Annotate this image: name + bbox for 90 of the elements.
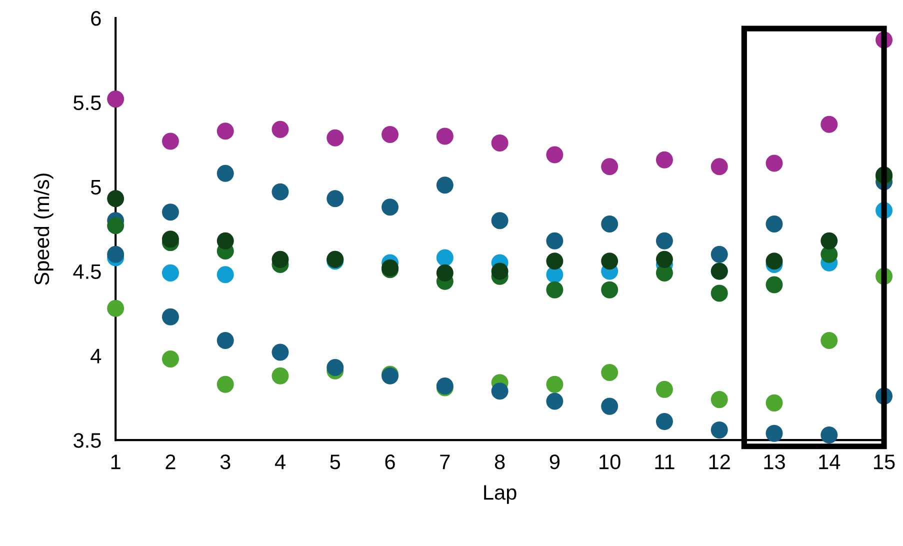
x-axis-title: Lap — [484, 485, 516, 504]
point — [710, 158, 728, 176]
point — [436, 249, 454, 266]
y-tick-label: 5 — [90, 180, 101, 195]
point — [656, 250, 673, 268]
point — [162, 308, 179, 326]
y-tick-label: 5.5 — [74, 96, 101, 110]
point — [491, 212, 508, 230]
point — [107, 90, 124, 108]
point — [216, 232, 234, 250]
point — [326, 129, 344, 146]
x-tick-label: 13 — [764, 454, 785, 470]
y-tick-label: 3.5 — [74, 433, 101, 448]
point — [710, 421, 728, 438]
point — [491, 382, 508, 400]
point — [601, 158, 618, 176]
point — [272, 344, 289, 361]
point — [382, 198, 399, 216]
point — [326, 358, 344, 376]
point — [601, 215, 618, 232]
x-tick-label: 12 — [709, 454, 730, 470]
point — [820, 232, 838, 250]
x-tick-label: 7 — [440, 454, 450, 470]
point — [107, 217, 124, 234]
point — [656, 380, 673, 398]
y-tick-label: 4 — [90, 348, 102, 364]
point — [272, 250, 289, 268]
point — [656, 413, 673, 430]
point — [436, 176, 454, 194]
point — [382, 126, 399, 144]
x-tick-label: 6 — [385, 454, 395, 470]
point — [491, 134, 508, 152]
point — [216, 164, 234, 182]
point — [766, 394, 783, 412]
x-tick-label: 4 — [274, 454, 286, 470]
point — [710, 246, 728, 263]
x-tick-label: 2 — [166, 454, 176, 470]
point — [710, 284, 728, 302]
point — [601, 281, 618, 298]
x-tick-label: 1 — [111, 454, 120, 470]
point — [820, 426, 838, 444]
point — [656, 151, 673, 168]
point — [710, 391, 728, 408]
x-tick-label: 9 — [550, 454, 560, 470]
point — [546, 392, 564, 410]
y-axis-title: Speed (m/s) — [34, 174, 54, 285]
point — [766, 215, 783, 232]
point — [162, 204, 179, 221]
point — [546, 281, 564, 298]
x-tick-label: 11 — [655, 454, 674, 470]
x-tick-label: 14 — [819, 454, 840, 470]
point — [491, 262, 508, 280]
point — [326, 190, 344, 208]
point — [820, 116, 838, 133]
x-tick-label: 10 — [600, 454, 620, 470]
x-tick-label: 5 — [330, 454, 340, 470]
point — [766, 276, 783, 294]
point — [272, 367, 289, 384]
point — [766, 252, 783, 270]
point — [216, 122, 234, 140]
point — [436, 128, 454, 145]
point — [216, 376, 234, 393]
point — [546, 232, 564, 250]
y-tick-label: 4.5 — [73, 264, 101, 280]
x-tick-label: 3 — [220, 454, 230, 470]
point — [216, 332, 234, 349]
point — [601, 398, 618, 415]
point — [162, 230, 179, 248]
point — [216, 266, 234, 284]
point — [546, 252, 564, 270]
x-tick-label: 8 — [494, 454, 505, 470]
point — [272, 120, 289, 138]
point — [107, 300, 124, 317]
point — [436, 264, 454, 282]
point — [820, 332, 838, 349]
y-tick-label: 6 — [91, 11, 101, 26]
point — [162, 350, 179, 368]
point — [601, 252, 618, 270]
point — [107, 190, 124, 208]
point — [766, 424, 783, 442]
point — [107, 246, 124, 263]
point — [656, 232, 673, 250]
point — [766, 154, 783, 172]
point — [546, 376, 564, 393]
x-tick-label: 15 — [874, 454, 895, 470]
point — [162, 264, 179, 282]
point — [162, 132, 179, 150]
point — [546, 146, 564, 164]
point — [601, 364, 618, 382]
point — [272, 183, 289, 200]
